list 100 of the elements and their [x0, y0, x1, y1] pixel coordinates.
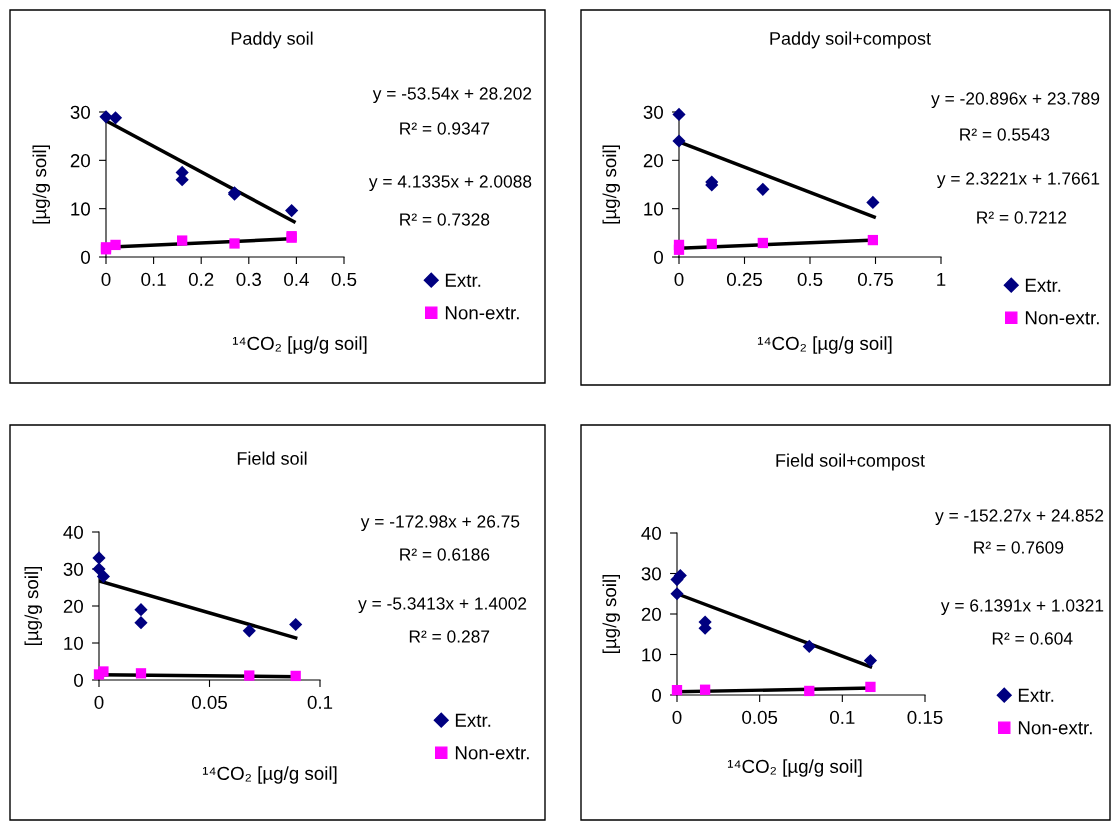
legend-label: Non-extr. [445, 306, 519, 320]
text: y = -5.3413x + 1.4002 [358, 597, 527, 614]
y-tick-label: 10 [644, 202, 663, 216]
text: R² = 0.7212 [977, 211, 1067, 224]
text: y = -20.896x + 23.789 [931, 92, 1100, 109]
chart-title: Paddy soil+compost [770, 31, 931, 49]
y-tick-label: 20 [643, 154, 663, 168]
point [289, 617, 303, 632]
point [98, 666, 109, 677]
point [867, 234, 879, 246]
y-tick-label: 10 [64, 636, 83, 650]
point [92, 562, 106, 576]
point [863, 653, 878, 668]
y-tick-label: 20 [63, 599, 83, 613]
x-tick-label: 0.1 [830, 710, 855, 725]
legend-label: Non-extr. [1018, 721, 1092, 735]
y-axis-title: [µg/g soil] [602, 145, 620, 224]
y-tick-label: 30 [641, 567, 661, 581]
point [229, 238, 240, 249]
y-tick-label: 30 [643, 105, 663, 119]
legend-label: Extr. [1018, 688, 1054, 702]
y-axis-title: [µg/g soil] [24, 567, 42, 645]
text: R² = 0.604 [992, 632, 1073, 645]
text: y = -152.27x + 24.852 [935, 509, 1104, 526]
x-tick-label: 0 [94, 695, 104, 710]
y-tick-label: 20 [70, 154, 90, 168]
point [244, 670, 255, 681]
y-axis-title: [µg/g soil] [32, 145, 50, 224]
chart-title: Field soil [237, 451, 307, 465]
legend-label: Non-extr. [1025, 311, 1099, 325]
legend-label: Extr. [1025, 278, 1061, 292]
point [92, 551, 106, 565]
y-tick-label: 0 [74, 673, 83, 687]
x-axis-title: ¹⁴CO₂ [µg/g soil] [727, 759, 862, 777]
x-axis-title: ¹⁴CO₂ [µg/g soil] [232, 336, 367, 354]
y-tick-label: 10 [642, 648, 661, 662]
text: R² = 0.7328 [400, 213, 490, 226]
y-tick-label: 0 [654, 250, 663, 264]
point [99, 110, 113, 124]
x-tick-label: 0.5 [331, 272, 357, 287]
text: y = 6.1391x + 1.0321 [940, 599, 1104, 616]
text: y = 4.1335x + 2.0088 [368, 175, 532, 192]
x-tick-label: 0.75 [857, 272, 893, 287]
point [177, 235, 188, 246]
text: R² = 0.287 [409, 630, 490, 643]
y-tick-label: 0 [81, 250, 90, 264]
x-tick-label: 0.1 [141, 272, 166, 287]
point [108, 111, 123, 125]
x-tick-label: 0.15 [907, 710, 943, 725]
point [285, 204, 299, 218]
legend-label: Extr. [455, 713, 491, 727]
point [706, 238, 717, 250]
text: y = -53.54x + 28.202 [372, 87, 532, 104]
y-tick-label: 30 [70, 105, 90, 119]
chart-title: Field soil+compost [776, 453, 925, 471]
y-tick-label: 30 [63, 562, 83, 576]
x-tick-label: 0.05 [742, 710, 778, 725]
point [756, 182, 770, 196]
point [802, 639, 816, 653]
legend-label: Extr. [445, 273, 481, 287]
point [757, 237, 768, 249]
x-tick-label: 0.2 [188, 272, 214, 287]
point [110, 239, 121, 251]
point [134, 603, 148, 617]
point [804, 685, 815, 697]
x-tick-label: 0.5 [797, 272, 823, 287]
annotation: y = 2.3221x + 1.7661 [936, 172, 1100, 189]
point [96, 569, 111, 583]
y-tick-label: 40 [63, 525, 83, 539]
point [865, 681, 876, 693]
text: y = -172.98x + 26.75 [360, 515, 520, 532]
point [672, 134, 686, 148]
x-tick-label: 0.4 [284, 272, 309, 287]
point [699, 684, 711, 695]
y-axis-title: [µg/g soil] [602, 575, 620, 653]
y-tick-label: 40 [641, 526, 661, 540]
x-tick-label: 0.3 [236, 272, 262, 287]
x-tick-label: 0 [672, 710, 682, 725]
x-tick-label: 0 [101, 272, 111, 287]
text: R² = 0.6186 [400, 548, 490, 561]
point [134, 616, 148, 630]
x-tick-label: 0.25 [726, 272, 762, 287]
x-tick-label: 0.1 [307, 695, 333, 710]
y-tick-label: 10 [71, 202, 90, 216]
x-tick-label: 1 [937, 272, 946, 286]
point [290, 670, 301, 682]
point [242, 624, 256, 638]
chart-title: Paddy soil [231, 31, 313, 49]
point [135, 668, 147, 679]
x-axis-title: ¹⁴CO₂ [µg/g soil] [202, 766, 337, 784]
text: R² = 0.9347 [400, 122, 490, 135]
x-tick-label: 0 [674, 272, 684, 287]
point [670, 587, 684, 601]
x-axis-title: ¹⁴CO₂ [µg/g soil] [757, 336, 892, 354]
x-tick-label: 0.05 [191, 695, 227, 710]
text: R² = 0.5543 [960, 128, 1050, 141]
point [866, 195, 880, 209]
legend-label: Non-extr. [455, 746, 529, 760]
point [672, 107, 686, 121]
text: R² = 0.7609 [974, 541, 1064, 554]
